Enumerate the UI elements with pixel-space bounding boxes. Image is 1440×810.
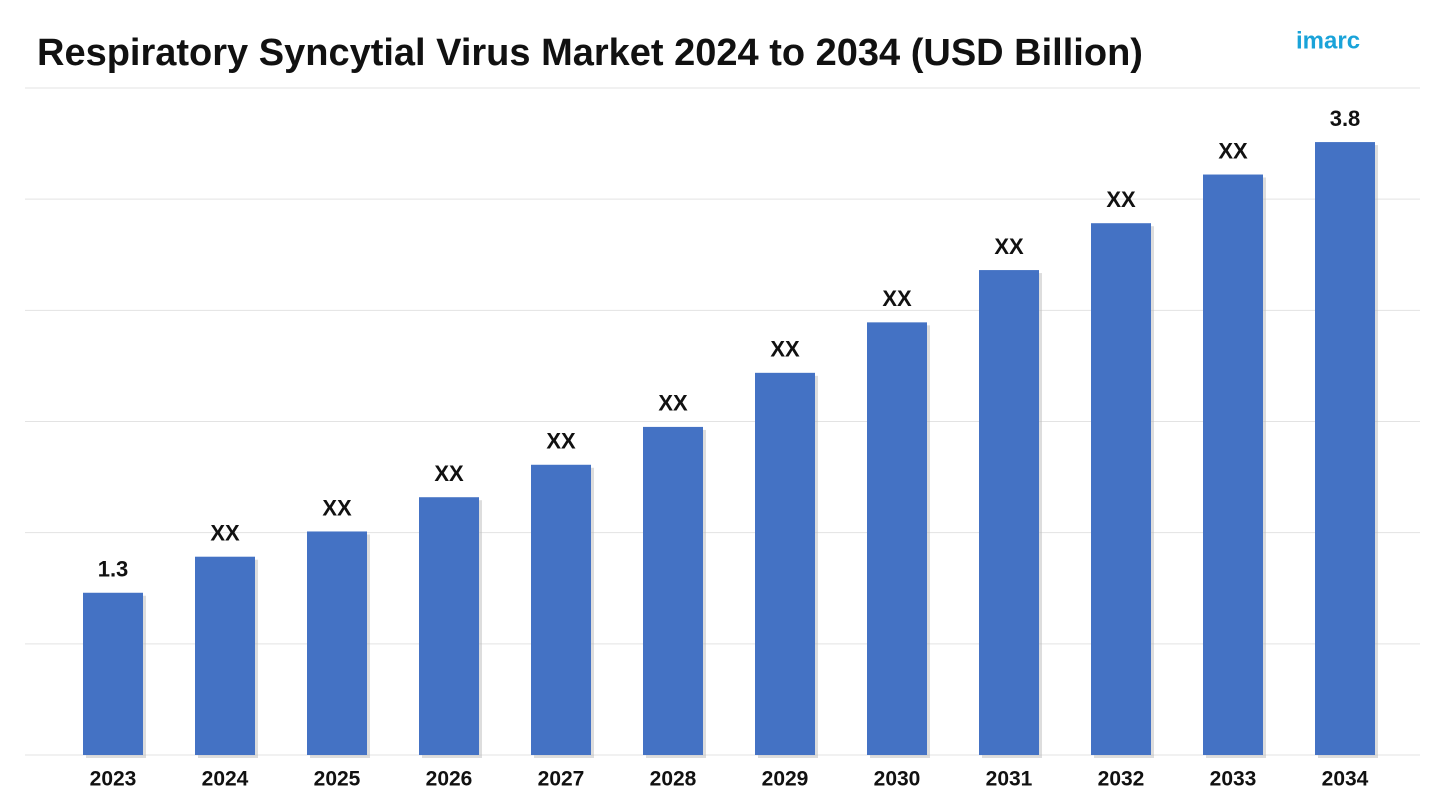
x-tick-label: 2031 <box>986 768 1033 791</box>
bar <box>1091 223 1151 755</box>
data-label: XX <box>210 521 240 546</box>
bar <box>531 464 591 755</box>
x-tick-label: 2030 <box>874 768 921 791</box>
bar <box>755 372 815 755</box>
bar <box>867 322 927 755</box>
data-label: XX <box>1106 187 1136 212</box>
logo: imarc <box>1296 27 1360 54</box>
data-label: XX <box>322 495 352 520</box>
chart-title: Respiratory Syncytial Virus Market 2024 … <box>37 32 1143 74</box>
bar <box>1203 174 1263 755</box>
x-tick-label: 2023 <box>90 768 137 791</box>
data-label: 3.8 <box>1330 106 1361 131</box>
bar <box>83 592 143 755</box>
bar <box>307 531 367 755</box>
bar <box>195 556 255 755</box>
x-tick-label: 2033 <box>1210 768 1257 791</box>
data-label: XX <box>994 234 1024 259</box>
bar <box>1315 142 1375 756</box>
bar <box>643 426 703 755</box>
bar <box>419 497 479 755</box>
bar <box>979 270 1039 755</box>
data-label: XX <box>434 461 464 486</box>
x-tick-label: 2026 <box>426 768 473 791</box>
data-label: XX <box>1218 138 1248 163</box>
x-tick-label: 2024 <box>202 768 249 791</box>
x-tick-label: 2032 <box>1098 768 1145 791</box>
data-label: 1.3 <box>98 557 129 582</box>
x-tick-label: 2034 <box>1322 768 1369 791</box>
data-label: XX <box>658 391 688 416</box>
x-tick-label: 2027 <box>538 768 585 791</box>
x-tick-label: 2029 <box>762 768 809 791</box>
data-label: XX <box>882 286 912 311</box>
data-label: XX <box>770 337 800 362</box>
data-label: XX <box>546 429 576 454</box>
x-tick-label: 2028 <box>650 768 697 791</box>
x-tick-label: 2025 <box>314 768 361 791</box>
